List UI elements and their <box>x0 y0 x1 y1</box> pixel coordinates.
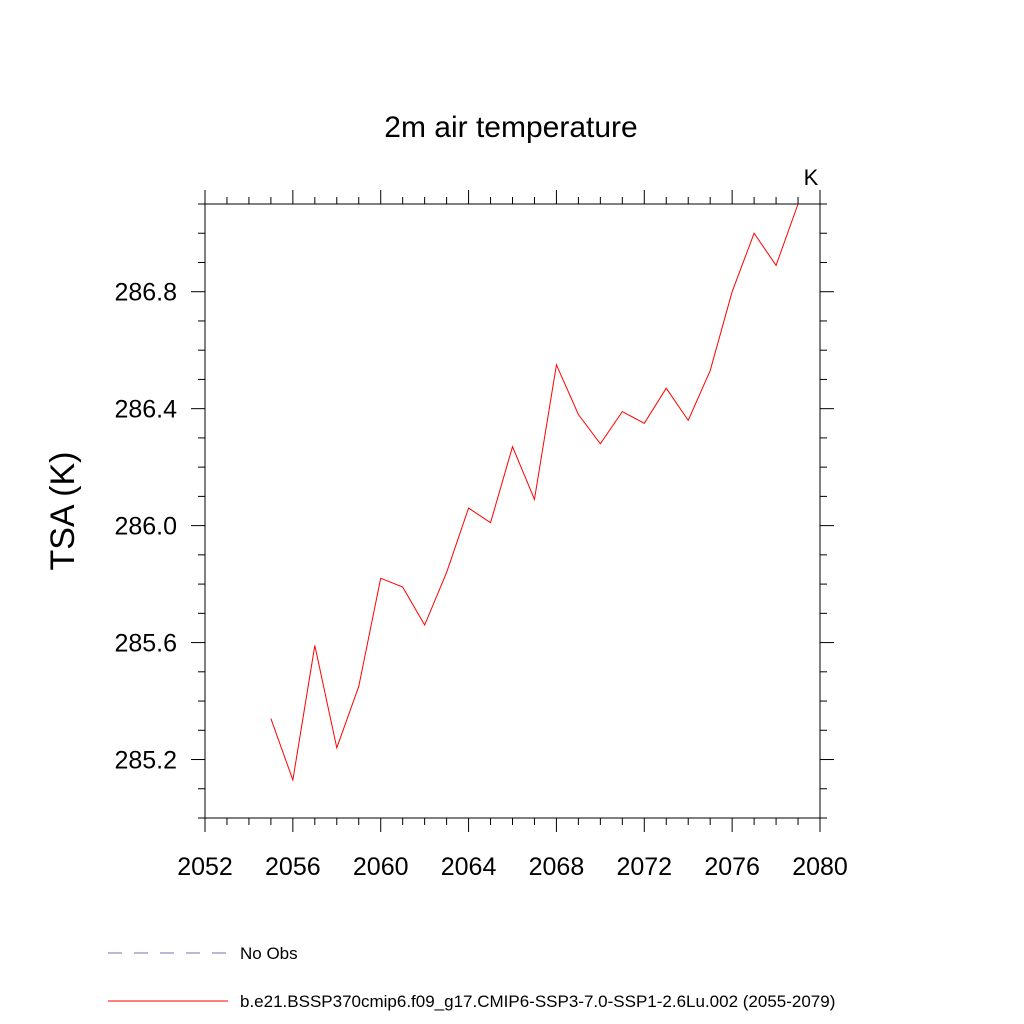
y-tick-labels: 285.2 285.6 286.0 286.4 286.8 <box>114 279 177 775</box>
series-line-0 <box>270 203 799 782</box>
x-tick-label: 2068 <box>529 853 585 881</box>
x-tick-label: 2072 <box>616 853 672 881</box>
y-tick-label: 286.8 <box>114 279 177 307</box>
y-tick-label: 285.6 <box>114 630 177 658</box>
units-label: K <box>804 165 819 190</box>
x-tick-label: 2076 <box>704 853 760 881</box>
legend-label-no-obs: No Obs <box>240 944 298 963</box>
x-tick-label: 2060 <box>353 853 409 881</box>
plot-frame <box>204 203 821 819</box>
x-tick-labels: 2052 2056 2060 2064 2068 2072 2076 2080 <box>177 853 848 881</box>
x-tick-label: 2064 <box>441 853 497 881</box>
chart-title: 2m air temperature <box>384 111 637 144</box>
y-axis-label: TSA (K) <box>44 451 82 570</box>
x-tick-label: 2052 <box>177 853 233 881</box>
legend: No Obs b.e21.BSSP370cmip6.f09_g17.CMIP6-… <box>108 944 835 1011</box>
series-lines <box>270 203 799 782</box>
legend-label-series: b.e21.BSSP370cmip6.f09_g17.CMIP6-SSP3-7.… <box>240 992 835 1011</box>
axis-ticks <box>191 190 834 832</box>
y-tick-label: 286.0 <box>114 513 177 541</box>
x-tick-label: 2056 <box>265 853 321 881</box>
x-tick-label: 2080 <box>792 853 848 881</box>
y-tick-label: 285.2 <box>114 747 177 775</box>
y-tick-label: 286.4 <box>114 396 177 424</box>
